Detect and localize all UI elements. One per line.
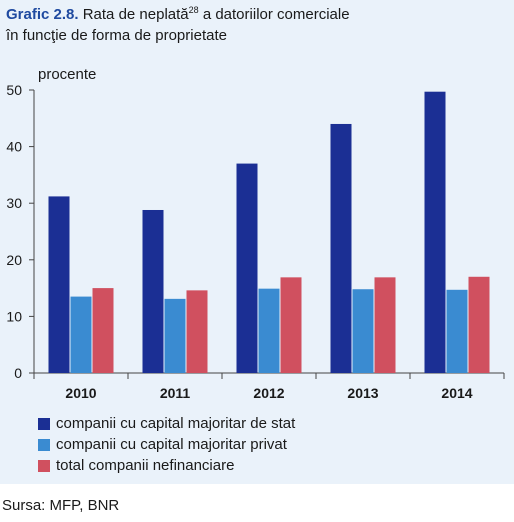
bar	[48, 196, 70, 373]
bar	[446, 289, 468, 373]
bar	[164, 298, 186, 373]
chart-number: Grafic 2.8.	[6, 6, 79, 23]
y-tick-label: 0	[14, 365, 22, 381]
bar	[374, 277, 396, 373]
x-tick-label: 2011	[160, 385, 191, 401]
legend-swatch	[38, 417, 50, 430]
bar	[258, 288, 280, 373]
chart-title: Grafic 2.8. Rata de neplată28 a datoriil…	[6, 4, 506, 46]
x-tick-label: 2013	[347, 385, 378, 401]
legend-item: total companii nefinanciare	[38, 455, 478, 476]
bar-chart: 0 10 20 30 40 50 2010 2011 2012 2013 2014	[6, 82, 505, 401]
bar	[352, 289, 374, 373]
legend-label: companii cu capital majoritar privat	[56, 436, 287, 453]
bar	[142, 209, 164, 373]
y-axis-unit: procente	[38, 66, 97, 83]
y-tick-label: 10	[6, 308, 22, 324]
legend-label: total companii nefinanciare	[56, 457, 235, 474]
y-tick-label: 20	[6, 252, 22, 268]
legend-item: companii cu capital majoritar de stat	[38, 413, 478, 434]
legend-swatch	[38, 459, 50, 472]
y-tick-label: 50	[6, 82, 22, 98]
title-line-2: în funcţie de forma de proprietate	[6, 27, 227, 44]
x-tick-label: 2012	[253, 385, 284, 401]
title-text-cont: a datoriilor comerciale	[198, 6, 350, 23]
bar	[92, 288, 114, 373]
x-tick-label: 2010	[65, 385, 96, 401]
bar	[468, 276, 490, 373]
legend-swatch	[38, 438, 50, 451]
bar	[186, 290, 208, 373]
bar	[236, 163, 258, 373]
source-note: Sursa: MFP, BNR	[2, 497, 120, 514]
legend-label: companii cu capital majoritar de stat	[56, 415, 296, 432]
bar	[330, 123, 352, 374]
bar	[424, 91, 446, 373]
bar	[70, 296, 92, 373]
x-tick-label: 2014	[441, 385, 472, 401]
bar	[280, 277, 302, 373]
legend: companii cu capital majoritar de stat com…	[38, 413, 478, 476]
y-tick-label: 40	[6, 139, 22, 155]
y-tick-label: 30	[6, 195, 22, 211]
legend-item: companii cu capital majoritar privat	[38, 434, 478, 455]
footnote-marker: 28	[188, 5, 199, 15]
title-text: Rata de neplată	[82, 6, 189, 23]
